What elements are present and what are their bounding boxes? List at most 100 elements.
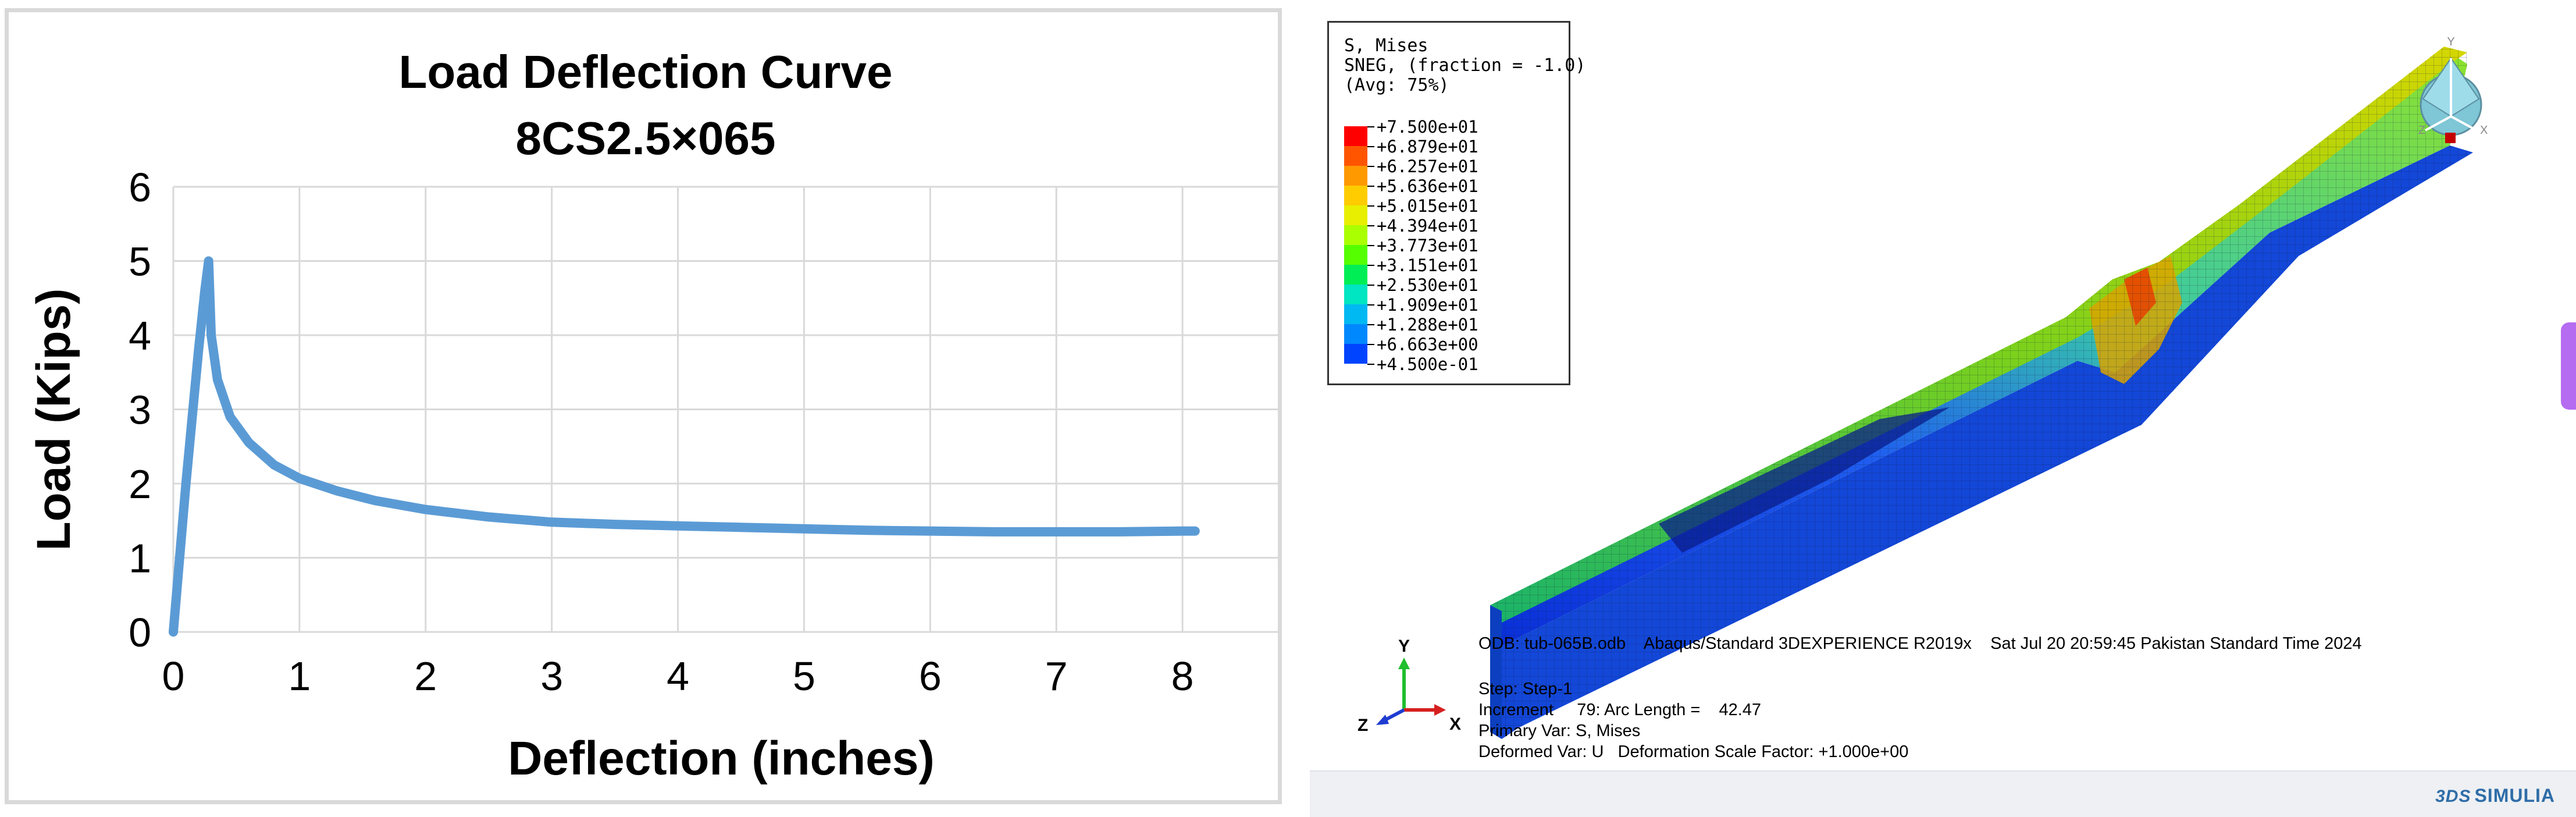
simulia-mark: 3DS <box>2435 787 2471 806</box>
simulia-logo: 3DS SIMULIA <box>2435 785 2555 807</box>
series-point <box>677 525 679 527</box>
viewport-footer: 3DS SIMULIA <box>1310 770 2576 817</box>
y-tick-label: 6 <box>129 165 151 210</box>
series-point <box>740 527 742 528</box>
x-tick-label: 8 <box>1171 653 1194 699</box>
step-info-line: Step: Step-1 <box>1478 680 1573 698</box>
legend-swatch <box>1344 146 1367 166</box>
tick-labels: 01234567890123456 <box>129 165 1194 699</box>
beam-end-cap <box>1490 605 1502 739</box>
orient-x-label: X <box>2480 124 2488 137</box>
chart-subtitle: 8CS2.5×065 <box>515 112 775 164</box>
series-point <box>229 416 231 418</box>
series-point <box>191 416 193 418</box>
series-point <box>614 524 616 525</box>
chart-title: Load Deflection Curve <box>398 46 892 98</box>
legend-value: +2.530e+01 <box>1377 275 1478 295</box>
series-point <box>803 528 805 530</box>
y-tick-label: 2 <box>129 461 151 507</box>
triad-y-label: Y <box>1398 637 1410 656</box>
load-deflection-chart: Load Deflection Curve 8CS2.5×065 0 1 2 3 4 5 6… <box>27 46 1278 785</box>
x-axis-title: Deflection (inches) <box>508 732 935 785</box>
series-point <box>204 290 206 292</box>
legend-tick <box>1367 186 1374 187</box>
legend-tick <box>1367 285 1374 286</box>
x-tick-label: 5 <box>793 653 815 699</box>
legend-swatch <box>1344 324 1367 344</box>
x-tick-label: 3 <box>540 653 563 699</box>
y-tick-label: 3 <box>129 388 151 433</box>
x-tick-label: 6 <box>919 653 942 699</box>
legend-tick <box>1367 324 1374 325</box>
legend-value: +1.288e+01 <box>1377 315 1478 335</box>
x-tick-label: 2 <box>414 653 437 699</box>
series-point <box>337 490 338 492</box>
triad-x-label: X <box>1449 715 1461 734</box>
legend-swatch <box>1344 166 1367 186</box>
primary-var-line: Primary Var: S, Mises <box>1478 722 1641 740</box>
side-panel-handle[interactable] <box>2561 322 2576 410</box>
legend-value: +3.151e+01 <box>1377 255 1478 275</box>
legend-tick <box>1367 265 1374 266</box>
legend-title: S, Mises <box>1344 35 1428 56</box>
y-tick-label: 5 <box>129 239 151 285</box>
series-point <box>208 260 209 262</box>
x-tick-label: 4 <box>667 653 689 699</box>
abaqus-viewport[interactable]: Y Z X Y X Z S, Mises SNEG, (fraction = -… <box>1310 0 2576 817</box>
legend-value: +6.257e+01 <box>1377 157 1478 176</box>
legend-swatch <box>1344 344 1367 364</box>
deformed-var-line: Deformed Var: U Deformation Scale Factor… <box>1478 743 1909 761</box>
series-point <box>198 349 199 351</box>
legend-tick <box>1367 126 1374 127</box>
legend-tick <box>1367 166 1374 167</box>
series-point <box>173 631 174 633</box>
series-point <box>375 500 376 502</box>
legend-swatch <box>1344 304 1367 324</box>
x-tick-label: 7 <box>1045 653 1068 699</box>
legend-swatch <box>1344 126 1367 146</box>
gridlines <box>172 186 1278 633</box>
legend-value: +5.636e+01 <box>1377 176 1478 196</box>
legend-value: +5.015e+01 <box>1377 196 1478 216</box>
series-point <box>1194 530 1196 532</box>
series-point <box>185 483 187 484</box>
orient-z-label: Z <box>2418 124 2425 137</box>
legend-tick <box>1367 225 1374 226</box>
y-axis-title: Load (Kips) <box>27 289 80 551</box>
legend-value: +1.909e+01 <box>1377 295 1478 315</box>
chart-panel: Load Deflection Curve 8CS2.5×065 0 1 2 3 4 5 6… <box>5 8 1282 804</box>
increment-info-line: Increment 79: Arc Length = 42.47 <box>1478 701 1762 719</box>
series-point <box>216 379 218 381</box>
legend-tick <box>1367 146 1374 147</box>
series-point <box>248 442 250 443</box>
legend-swatch <box>1344 205 1367 225</box>
legend-value: +3.773e+01 <box>1377 236 1478 255</box>
series-point <box>1182 530 1184 532</box>
legend-value: +7.500e+01 <box>1377 117 1478 137</box>
legend-swatch <box>1344 245 1367 265</box>
orientation-indicator[interactable]: Y Z X <box>2418 35 2488 143</box>
x-tick-label: 0 <box>162 653 185 699</box>
legend-tick <box>1367 304 1374 306</box>
mesh-overlay <box>1490 47 2473 739</box>
series-point <box>992 531 994 532</box>
series-point <box>273 464 275 466</box>
simulia-wordmark: SIMULIA <box>2474 785 2555 806</box>
series-point <box>929 530 931 532</box>
legend-swatch <box>1344 186 1367 205</box>
y-tick-label: 1 <box>129 536 151 581</box>
coordinate-triad: Y X Z <box>1358 637 1461 735</box>
series-point <box>488 516 490 518</box>
legend-value: +6.663e+00 <box>1377 335 1478 354</box>
series-point <box>425 509 426 510</box>
legend-value: +4.500e-01 <box>1377 354 1478 374</box>
series-point <box>1118 531 1120 532</box>
series-layer <box>169 256 1200 637</box>
odb-info-line: ODB: tub-065B.odb Abaqus/Standard 3DEXPE… <box>1478 634 2362 653</box>
legend-swatch <box>1344 285 1367 304</box>
legend-subtitle-2: (Avg: 75%) <box>1344 75 1449 95</box>
legend-swatch <box>1344 225 1367 245</box>
legend-tick <box>1367 344 1374 345</box>
deformed-beam-model: Y Z X Y X Z <box>1358 35 2488 739</box>
series-point <box>1056 531 1057 532</box>
